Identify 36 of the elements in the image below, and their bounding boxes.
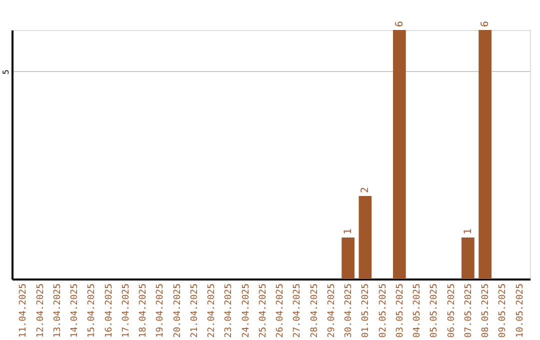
- x-tick-label: 05.05.2025: [430, 284, 440, 338]
- x-tick-label: 15.04.2025: [87, 284, 98, 338]
- x-tick-label: 08.05.2025: [481, 284, 492, 338]
- x-tick-label: 24.04.2025: [241, 284, 252, 338]
- x-tick-label: 19.04.2025: [156, 284, 166, 338]
- data-label: 6: [394, 20, 406, 27]
- x-tick-label: 23.04.2025: [224, 284, 234, 338]
- x-tick-label: 09.05.2025: [498, 284, 508, 338]
- x-tick-label: 21.04.2025: [190, 284, 200, 338]
- x-tick-label: 13.04.2025: [52, 284, 63, 338]
- x-tick-label: 25.04.2025: [258, 284, 268, 338]
- y-tick-label: 5: [2, 69, 10, 74]
- x-tick-label: 11.04.2025: [18, 284, 29, 338]
- x-tick-label: 18.04.2025: [138, 284, 149, 338]
- x-tick-label: 06.05.2025: [446, 284, 457, 338]
- data-label: 1: [462, 228, 474, 234]
- x-tick-label: 29.04.2025: [326, 284, 337, 338]
- data-label: 2: [360, 186, 372, 193]
- x-tick-label: 02.05.2025: [378, 284, 388, 338]
- x-tick-label: 28.04.2025: [310, 284, 320, 338]
- x-tick-label: 16.04.2025: [104, 284, 114, 338]
- x-tick-label: 17.04.2025: [121, 284, 132, 338]
- x-tick-label: 20.04.2025: [172, 284, 183, 338]
- x-tick-label: 14.04.2025: [70, 284, 80, 338]
- data-label: 6: [480, 20, 492, 27]
- x-tick-label: 12.04.2025: [36, 284, 46, 338]
- x-tick-label: 22.04.2025: [207, 284, 218, 338]
- x-tick-label: 30.04.2025: [344, 284, 354, 338]
- x-tick-label: 01.05.2025: [361, 284, 372, 338]
- x-tick-label: 10.05.2025: [515, 284, 526, 338]
- data-label: 1: [343, 228, 354, 234]
- x-tick-label: 26.04.2025: [276, 284, 286, 338]
- x-tick-label: 03.05.2025: [395, 284, 406, 338]
- x-tick-label: 27.04.2025: [292, 284, 303, 338]
- x-tick-label: 04.05.2025: [412, 284, 423, 338]
- x-tick-label: 07.05.2025: [464, 284, 474, 338]
